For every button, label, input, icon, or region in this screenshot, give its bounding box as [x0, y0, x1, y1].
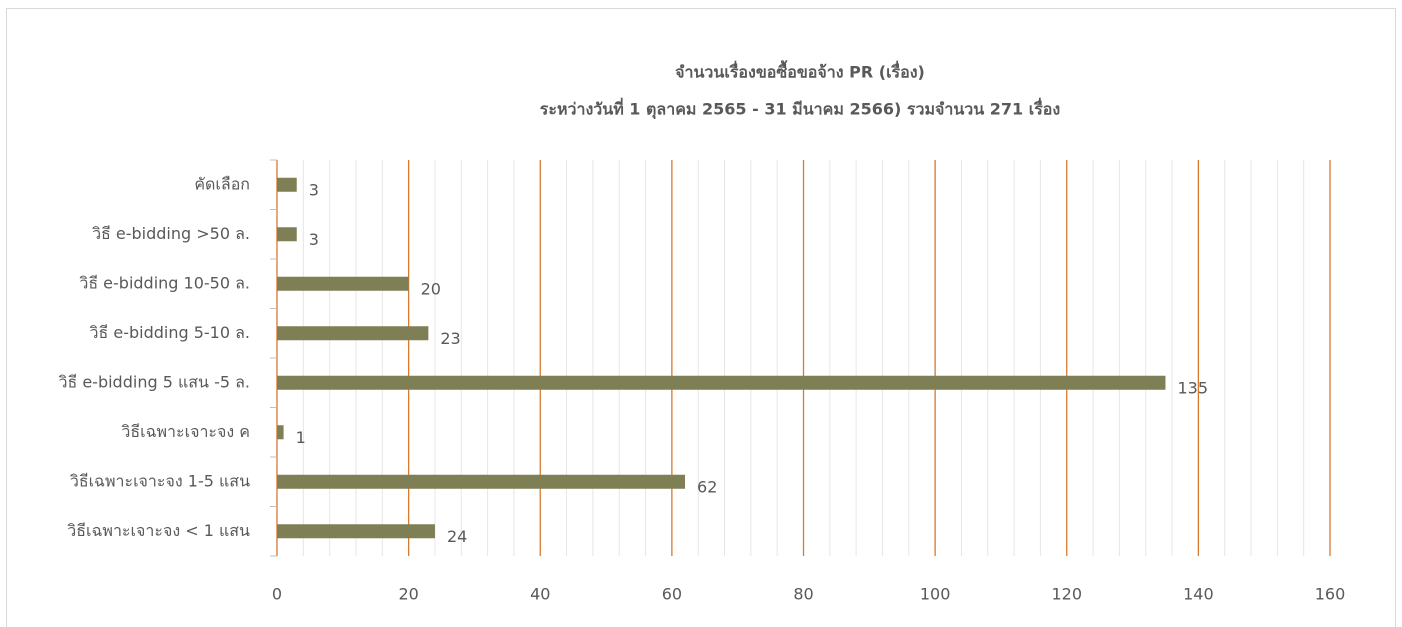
y-tick-label: วิธี e-bidding >50 ล. — [92, 224, 250, 243]
y-tick-label: วิธี e-bidding 10-50 ล. — [79, 273, 250, 292]
y-tick-label: วิธีเฉพาะเจาะจง 1-5 แสน — [70, 471, 250, 490]
x-tick-label: 100 — [920, 585, 951, 604]
x-tick-label: 0 — [272, 585, 282, 604]
chart-border — [6, 8, 1396, 627]
x-tick-label: 160 — [1315, 585, 1346, 604]
bar — [277, 524, 435, 539]
x-tick-label: 40 — [530, 585, 550, 604]
y-tick-label: วิธี e-bidding 5 แสน -5 ล. — [58, 372, 250, 391]
bar — [277, 425, 284, 440]
x-tick-label: 140 — [1183, 585, 1214, 604]
data-label: 23 — [440, 329, 460, 348]
y-tick-label: วิธีเฉพาะเจาะจง ค — [121, 422, 250, 441]
chart-subtitle: ระหว่างวันที่ 1 ตุลาคม 2565 - 31 มีนาคม … — [540, 98, 1060, 120]
data-label: 1 — [296, 428, 306, 447]
x-tick-label: 60 — [662, 585, 682, 604]
data-label: 20 — [421, 279, 441, 298]
y-tick-label: วิธี e-bidding 5-10 ล. — [90, 323, 251, 342]
x-tick-label: 120 — [1051, 585, 1082, 604]
y-tick-label: คัดเลือก — [194, 174, 250, 193]
bar — [277, 326, 429, 341]
bar — [277, 227, 297, 242]
bar — [277, 276, 409, 291]
data-label: 24 — [447, 527, 467, 546]
x-tick-label: 20 — [398, 585, 418, 604]
y-tick-label: วิธีเฉพาะเจาะจง < 1 แสน — [67, 521, 250, 540]
data-label: 135 — [1177, 378, 1208, 397]
data-label: 62 — [697, 477, 717, 496]
chart-title: จำนวนเรื่องขอซื้อขอจ้าง PR (เรื่อง) — [675, 60, 925, 82]
bar — [277, 474, 686, 489]
bar — [277, 375, 1166, 390]
data-label: 3 — [309, 180, 319, 199]
bar — [277, 177, 297, 192]
data-label: 3 — [309, 230, 319, 249]
x-tick-label: 80 — [793, 585, 813, 604]
